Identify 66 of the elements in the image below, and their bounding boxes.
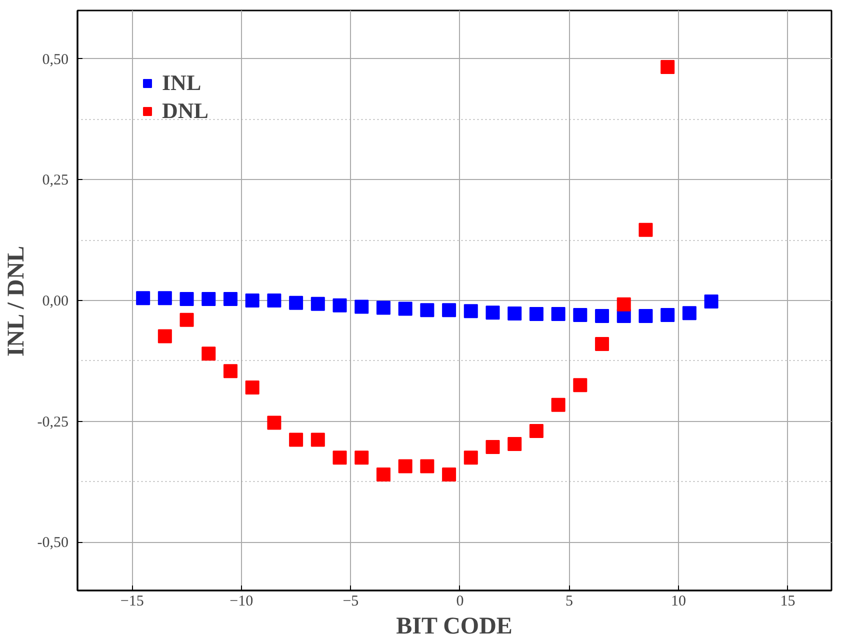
point	[180, 292, 194, 306]
point	[158, 329, 172, 344]
y-axis-title: INL / DNL	[3, 246, 30, 357]
point	[486, 440, 500, 454]
point	[704, 294, 718, 308]
point	[332, 450, 347, 465]
point	[289, 432, 304, 447]
x-tick-label: 0	[456, 594, 464, 610]
point	[310, 432, 325, 447]
y-tick-label: -0,25	[37, 414, 69, 430]
x-tick-label: 10	[671, 594, 686, 610]
point	[202, 346, 216, 361]
point	[529, 424, 544, 438]
point	[376, 300, 390, 315]
point	[682, 306, 696, 320]
point	[660, 308, 675, 322]
point	[332, 298, 347, 312]
point	[595, 308, 610, 323]
point	[310, 296, 325, 311]
point	[136, 291, 150, 306]
y-tick-label: 0,25	[42, 172, 68, 189]
point	[202, 292, 216, 306]
point	[376, 468, 390, 482]
point	[180, 312, 194, 327]
point	[464, 304, 478, 318]
x-tick-label: −10	[230, 594, 254, 610]
point	[442, 303, 456, 318]
point	[551, 307, 566, 322]
point	[529, 307, 544, 322]
point	[158, 291, 172, 306]
x-tick-label: −5	[342, 594, 359, 610]
point	[354, 300, 369, 314]
point	[223, 292, 238, 306]
x-tick-label: −15	[120, 594, 144, 610]
legend-label: DNL	[162, 98, 208, 124]
point	[595, 337, 610, 351]
y-tick-label: 0,00	[42, 294, 68, 310]
y-tick-label: 0,50	[42, 52, 68, 68]
x-tick-label: 5	[565, 594, 573, 610]
x-axis-title: BIT CODE	[396, 614, 512, 640]
y-tick-label: -0,50	[37, 535, 69, 552]
point	[573, 378, 588, 392]
point	[486, 306, 500, 320]
point	[289, 296, 304, 310]
point	[551, 398, 566, 412]
point	[638, 222, 653, 237]
point	[267, 416, 282, 430]
x-tick-label: 15	[780, 594, 796, 610]
point	[508, 437, 522, 452]
point	[267, 294, 282, 308]
point	[398, 302, 412, 316]
point	[398, 459, 412, 474]
point	[508, 306, 522, 321]
point	[420, 303, 434, 318]
point	[638, 308, 653, 323]
point	[660, 60, 675, 74]
point	[245, 294, 260, 308]
point	[223, 364, 238, 378]
point	[464, 450, 478, 465]
point	[573, 308, 588, 322]
point	[420, 459, 434, 474]
point	[616, 297, 631, 312]
legend-label: INL	[162, 70, 202, 96]
point	[442, 468, 456, 482]
point	[245, 380, 260, 394]
point	[354, 450, 369, 465]
